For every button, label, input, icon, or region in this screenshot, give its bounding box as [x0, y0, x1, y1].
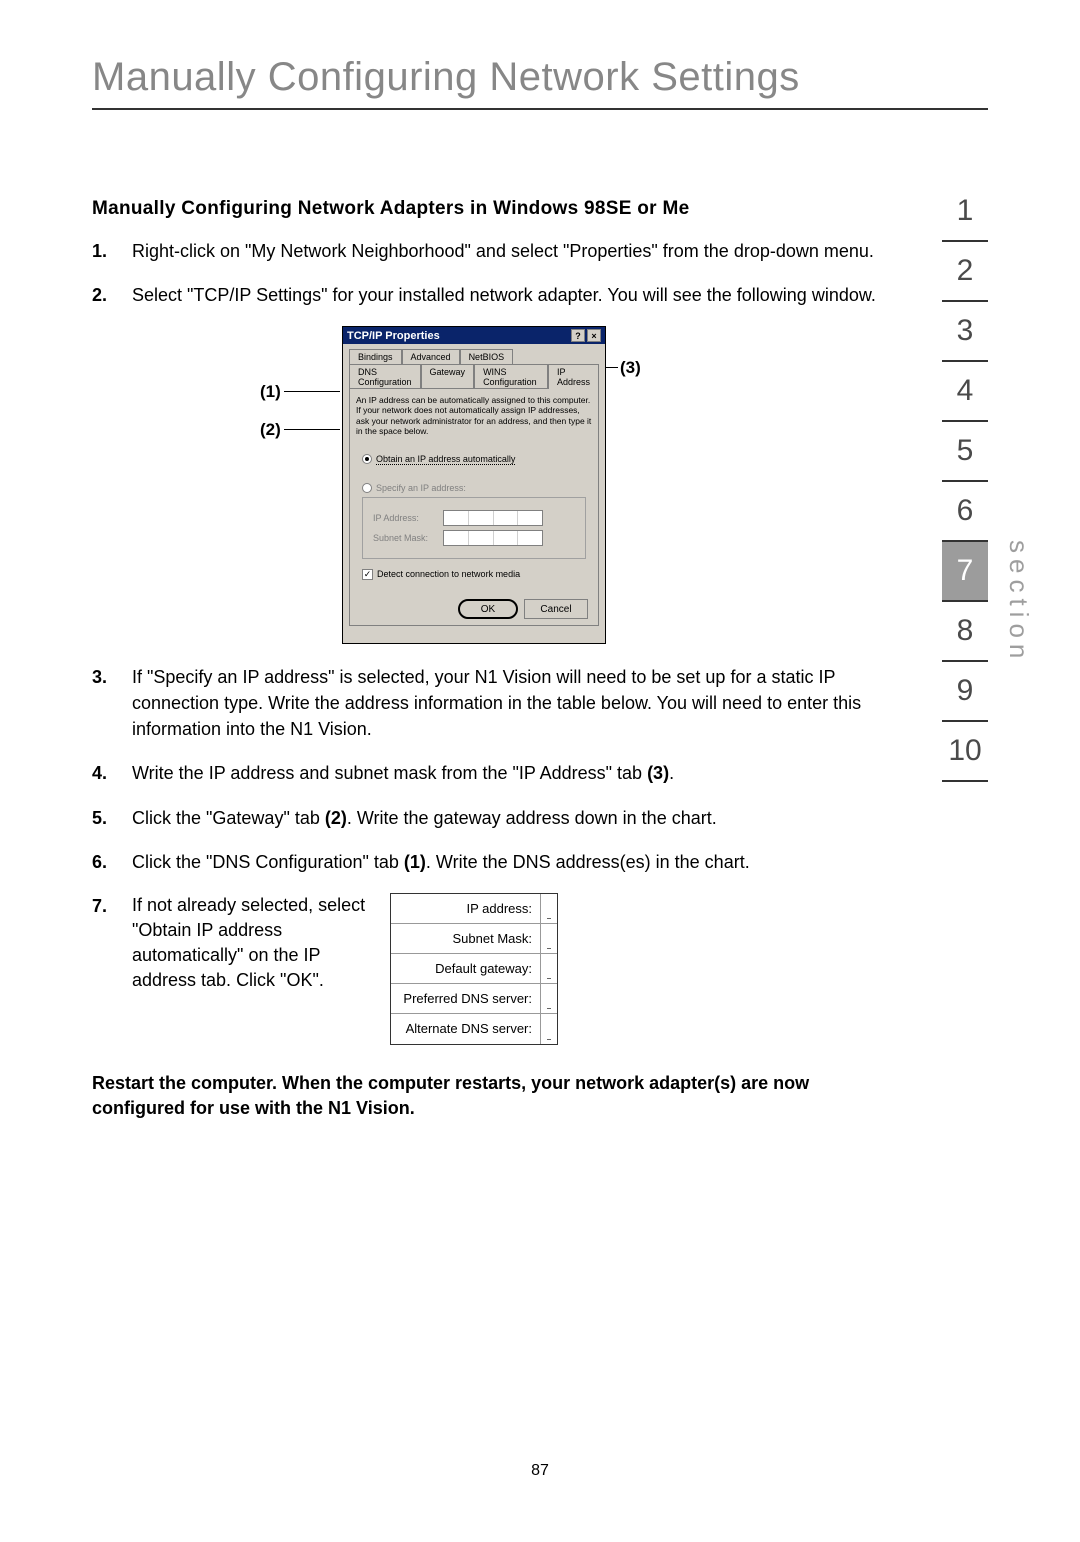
ip-address-row: IP Address:	[373, 510, 575, 526]
tab-gateway[interactable]: Gateway	[421, 364, 475, 389]
table-row: Default gateway:	[391, 954, 557, 984]
row-label: IP address:	[391, 894, 541, 923]
step-num: 6.	[92, 849, 132, 875]
callout-line-2	[284, 429, 340, 430]
step-3: 3. If "Specify an IP address" is selecte…	[92, 664, 880, 742]
tab-dns[interactable]: DNS Configuration	[349, 364, 421, 389]
cancel-button[interactable]: Cancel	[524, 599, 588, 619]
section-nav: 1 2 3 4 5 6 7 8 9 10	[942, 182, 988, 782]
step-body: Select "TCP/IP Settings" for your instal…	[132, 282, 880, 308]
page-title: Manually Configuring Network Settings	[0, 0, 1080, 108]
row-value	[541, 924, 557, 953]
row-label: Default gateway:	[391, 954, 541, 983]
section-10[interactable]: 10	[942, 722, 988, 782]
content-area: Manually Configuring Network Adapters in…	[0, 110, 1080, 1121]
step-4: 4. Write the IP address and subnet mask …	[92, 760, 880, 786]
callout-2: (2)	[260, 420, 281, 440]
tab-bindings[interactable]: Bindings	[349, 349, 402, 364]
callout-3: (3)	[620, 358, 641, 378]
step-num: 5.	[92, 805, 132, 831]
radio-label: Obtain an IP address automatically	[376, 454, 515, 465]
radio-obtain-auto[interactable]: Obtain an IP address automatically	[362, 454, 592, 465]
section-6[interactable]: 6	[942, 482, 988, 542]
tcpip-dialog: TCP/IP Properties ? × Bindings Advanced …	[342, 326, 606, 644]
radio-label: Specify an IP address:	[376, 483, 466, 493]
radio-dot-icon	[362, 454, 372, 464]
section-8[interactable]: 8	[942, 602, 988, 662]
callout-line-1	[284, 391, 340, 392]
step-body: If not already selected, select "Obtain …	[132, 893, 372, 1045]
ip-input[interactable]	[443, 510, 543, 526]
ip-group: IP Address: Subnet Mask:	[362, 497, 586, 559]
dialog-body-text: An IP address can be automatically assig…	[356, 395, 592, 436]
tab-ipaddress[interactable]: IP Address	[548, 364, 599, 389]
subnet-label: Subnet Mask:	[373, 533, 435, 543]
dialog-screenshot: (1) (2) (3) TCP/IP Properties ? × Bindin…	[92, 326, 880, 646]
row-value	[541, 894, 557, 923]
step-2: 2. Select "TCP/IP Settings" for your ins…	[92, 282, 880, 308]
section-3[interactable]: 3	[942, 302, 988, 362]
table-row: Alternate DNS server:	[391, 1014, 557, 1044]
table-row: Preferred DNS server:	[391, 984, 557, 1014]
step-body: Click the "DNS Configuration" tab (1). W…	[132, 849, 880, 875]
tab-wins[interactable]: WINS Configuration	[474, 364, 548, 389]
dialog-titlebar: TCP/IP Properties ? ×	[343, 327, 605, 344]
section-9[interactable]: 9	[942, 662, 988, 722]
checkbox-icon: ✓	[362, 569, 373, 580]
step-1: 1. Right-click on "My Network Neighborho…	[92, 238, 880, 264]
close-icon[interactable]: ×	[587, 329, 601, 342]
dialog-tabs-row1: Bindings Advanced NetBIOS	[343, 344, 605, 363]
row-label: Preferred DNS server:	[391, 984, 541, 1013]
callout-line-3	[604, 367, 618, 368]
callout-1: (1)	[260, 382, 281, 402]
step-num: 2.	[92, 282, 132, 308]
dialog-title: TCP/IP Properties	[347, 330, 440, 342]
detect-checkbox-row[interactable]: ✓ Detect connection to network media	[362, 569, 592, 580]
info-table: IP address: Subnet Mask: Default gateway…	[390, 893, 558, 1045]
tab-advanced[interactable]: Advanced	[402, 349, 460, 364]
subnet-row: Subnet Mask:	[373, 530, 575, 546]
subnet-input[interactable]	[443, 530, 543, 546]
section-4[interactable]: 4	[942, 362, 988, 422]
section-label: section	[1003, 540, 1034, 664]
table-row: Subnet Mask:	[391, 924, 557, 954]
step-num: 3.	[92, 664, 132, 742]
step-body: Right-click on "My Network Neighborhood"…	[132, 238, 880, 264]
step-num: 4.	[92, 760, 132, 786]
help-icon[interactable]: ?	[571, 329, 585, 342]
section-5[interactable]: 5	[942, 422, 988, 482]
restart-note: Restart the computer. When the computer …	[92, 1071, 880, 1121]
radio-dot-icon	[362, 483, 372, 493]
step-body: If "Specify an IP address" is selected, …	[132, 664, 880, 742]
ip-label: IP Address:	[373, 513, 435, 523]
ok-button[interactable]: OK	[458, 599, 518, 619]
section-2[interactable]: 2	[942, 242, 988, 302]
page-number: 87	[0, 1462, 1080, 1480]
radio-specify[interactable]: Specify an IP address:	[362, 483, 592, 493]
section-1[interactable]: 1	[942, 182, 988, 242]
row-label: Alternate DNS server:	[391, 1014, 541, 1044]
step-6: 6. Click the "DNS Configuration" tab (1)…	[92, 849, 880, 875]
table-row: IP address:	[391, 894, 557, 924]
detect-label: Detect connection to network media	[377, 569, 520, 579]
row-value	[541, 984, 557, 1013]
step-5: 5. Click the "Gateway" tab (2). Write th…	[92, 805, 880, 831]
step-body: Click the "Gateway" tab (2). Write the g…	[132, 805, 880, 831]
step-num: 1.	[92, 238, 132, 264]
dialog-body: An IP address can be automatically assig…	[349, 388, 599, 626]
step-7: 7. If not already selected, select "Obta…	[92, 893, 880, 1045]
row-value	[541, 1014, 557, 1044]
tab-netbios[interactable]: NetBIOS	[460, 349, 514, 364]
step-num: 7.	[92, 893, 132, 1045]
section-7[interactable]: 7	[942, 542, 988, 602]
subtitle: Manually Configuring Network Adapters in…	[92, 198, 880, 220]
step-body: Write the IP address and subnet mask fro…	[132, 760, 880, 786]
dialog-tabs-row2: DNS Configuration Gateway WINS Configura…	[343, 363, 605, 388]
row-value	[541, 954, 557, 983]
dialog-buttons: OK Cancel	[458, 599, 588, 619]
row-label: Subnet Mask:	[391, 924, 541, 953]
